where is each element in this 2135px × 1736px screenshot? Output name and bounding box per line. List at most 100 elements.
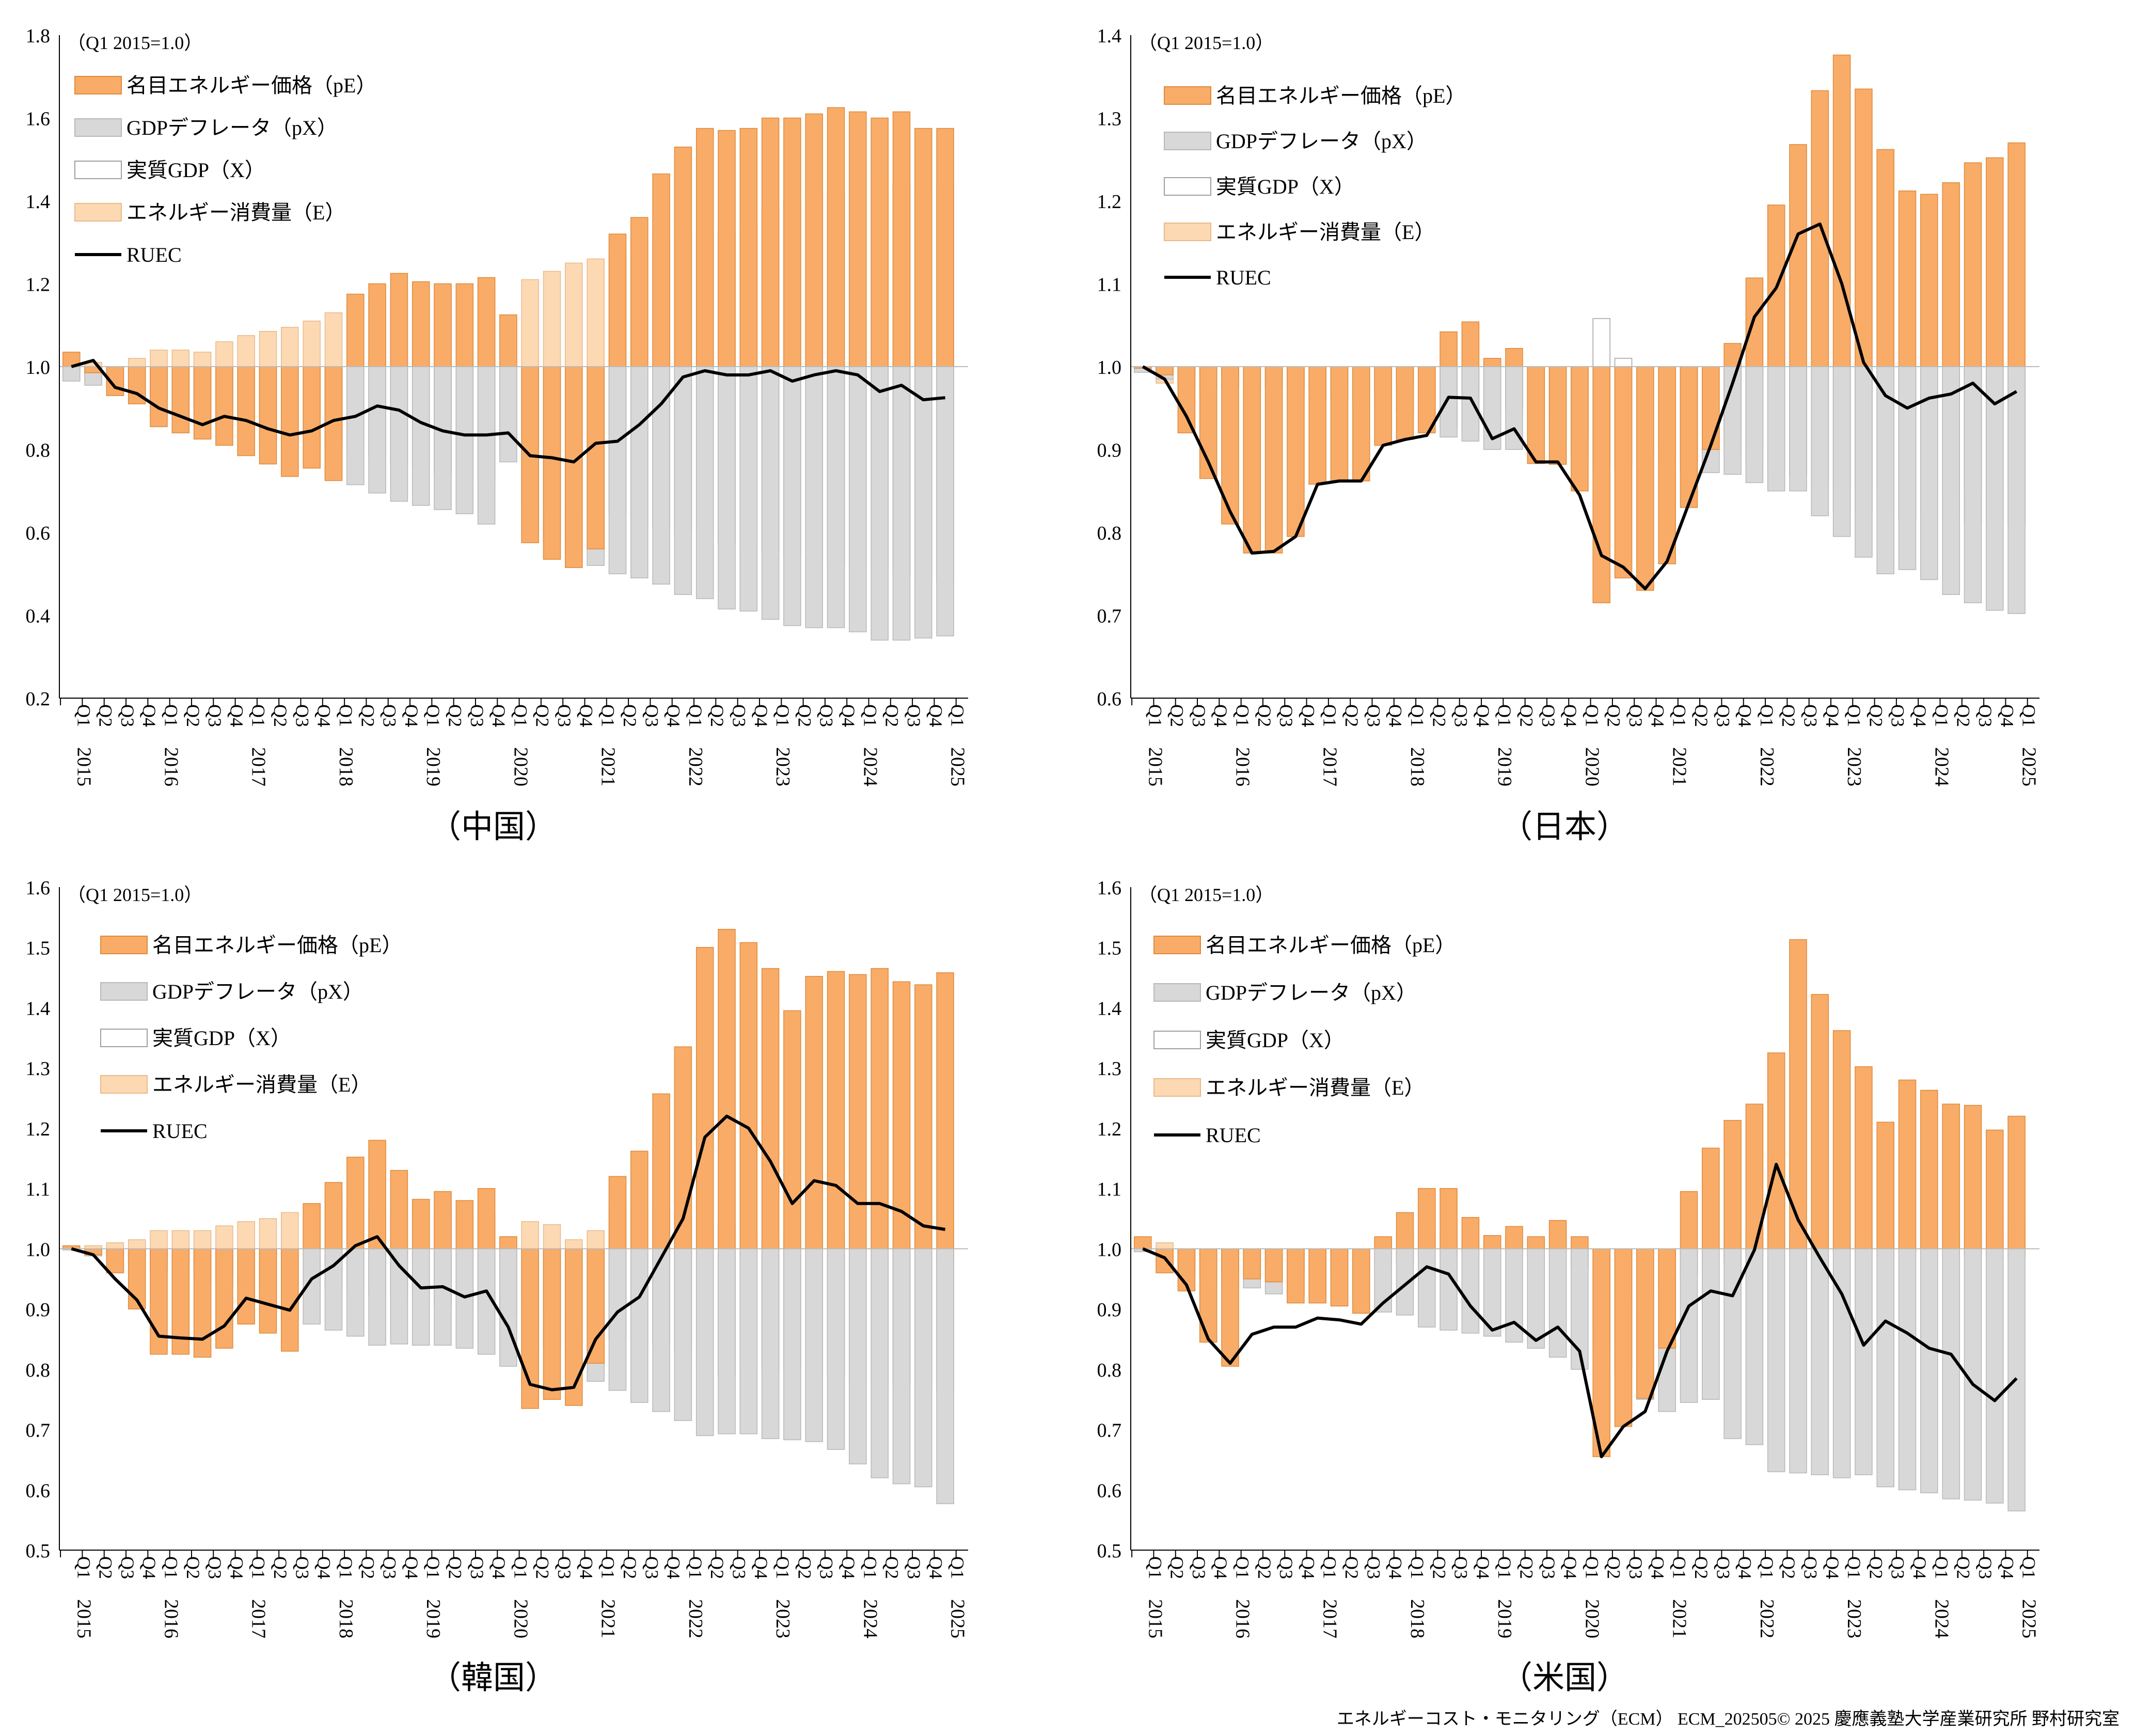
x-quarter-label: Q3 <box>729 1556 750 1579</box>
bar-pE <box>1855 88 1873 367</box>
bar-pE <box>106 366 124 396</box>
x-quarter-label: Q1 <box>510 1556 531 1579</box>
chart-title: （韓国） <box>429 1661 557 1696</box>
legend-swatch <box>1164 86 1211 105</box>
x-quarter-label: Q3 <box>1713 1556 1733 1579</box>
bar-E <box>193 352 212 367</box>
x-quarter-label: Q3 <box>554 1556 575 1579</box>
x-quarter-label: Q1 <box>161 1556 182 1579</box>
x-quarter-label: Q1 <box>1232 1556 1253 1579</box>
bar-pX <box>434 366 452 510</box>
bar-pE <box>761 117 780 367</box>
bar-pX <box>1811 1248 1829 1475</box>
legend-swatch <box>74 161 122 179</box>
legend-label: 名目エネルギー価格（pE） <box>1216 84 1466 107</box>
x-quarter-label: Q1 <box>336 704 356 727</box>
x-quarter-label: Q1 <box>1145 704 1165 727</box>
bar-pE <box>259 1248 277 1334</box>
y-tick-label: 1.4 <box>26 191 51 213</box>
bar-E <box>128 1239 146 1250</box>
bar-E <box>281 1212 299 1250</box>
bar-pE <box>695 946 714 1250</box>
legend-label: RUEC <box>126 243 182 266</box>
bar-pE <box>892 111 911 367</box>
bar-E <box>150 1230 168 1250</box>
bar-pE <box>1287 366 1305 537</box>
bar-pE <box>805 113 823 367</box>
bar-pE <box>1440 1188 1458 1250</box>
bar-pE <box>543 1248 561 1400</box>
x-quarter-label: Q4 <box>576 704 596 727</box>
bar-pX <box>2007 366 2026 614</box>
bar-pE <box>1396 1212 1414 1250</box>
chart-panel-0: 0.20.40.60.81.01.21.41.61.8Q1 Q2 Q3 Q4 Q1 Q2 Q… <box>26 25 969 845</box>
bar-pX <box>849 366 867 633</box>
x-year-label: 2024 <box>1931 747 1952 786</box>
x-year-label: 2024 <box>859 1599 881 1638</box>
bar-pE <box>1571 366 1589 492</box>
bar-E <box>215 1225 233 1250</box>
bar-X <box>1614 358 1633 367</box>
x-quarter-label: Q3 <box>1538 704 1559 727</box>
bar-pE <box>871 117 889 367</box>
x-quarter-label: Q2 <box>620 1556 640 1579</box>
chart-panel-3: 0.50.60.70.80.91.01.11.21.31.41.51.6Q1 Q2… <box>1097 877 2040 1696</box>
bar-pE <box>237 1248 255 1325</box>
x-quarter-label: Q4 <box>139 704 160 727</box>
y-tick-label: 1.0 <box>26 1239 51 1260</box>
y-tick-label: 0.5 <box>1097 1540 1122 1562</box>
x-quarter-label: Q4 <box>1822 704 1843 727</box>
legend-label: 実質GDP（X） <box>1216 175 1355 198</box>
bar-pX <box>630 366 649 579</box>
x-quarter-label: Q4 <box>1298 1556 1318 1579</box>
bar-pX <box>761 1248 780 1439</box>
x-quarter-label: Q1 <box>1669 704 1690 727</box>
bar-E <box>587 1230 605 1250</box>
legend-label: エネルギー消費量（E） <box>126 201 345 224</box>
y-tick-label: 0.6 <box>26 1480 51 1502</box>
x-quarter-label: Q4 <box>925 1556 946 1579</box>
bar-pE <box>739 128 758 367</box>
x-quarter-label: Q3 <box>1451 1556 1472 1579</box>
bar-pX <box>499 1248 517 1367</box>
x-quarter-label: Q1 <box>423 1556 444 1579</box>
x-quarter-label: Q3 <box>641 1556 662 1579</box>
x-year-label: 2022 <box>1756 1599 1778 1638</box>
x-quarter-label: Q1 <box>161 704 182 727</box>
x-year-label: 2021 <box>597 1599 619 1638</box>
x-quarter-label: Q1 <box>947 1556 968 1579</box>
bar-pE <box>1221 1248 1239 1367</box>
bar-pX <box>849 1248 867 1464</box>
bar-pX <box>390 1248 408 1345</box>
bar-pE <box>455 283 474 367</box>
y-tick-label: 0.8 <box>26 1360 51 1381</box>
x-year-label: 2025 <box>2018 1599 2040 1638</box>
y-tick-label: 1.4 <box>1097 998 1122 1019</box>
y-tick-label: 0.7 <box>26 1420 51 1442</box>
x-quarter-label: Q1 <box>860 704 880 727</box>
bar-pX <box>1942 366 1960 595</box>
x-quarter-label: Q1 <box>1320 704 1340 727</box>
legend-item: エネルギー消費量（E） <box>1164 220 1435 244</box>
ruec-line <box>1142 222 2018 591</box>
x-year-label: 2022 <box>1756 747 1778 786</box>
x-quarter-label: Q4 <box>1298 704 1318 727</box>
bar-E <box>171 350 190 367</box>
legend-item: エネルギー消費量（E） <box>1153 1076 1425 1099</box>
y-tick-label: 1.8 <box>26 25 51 47</box>
bar-E <box>543 1224 561 1250</box>
x-quarter-label: Q1 <box>1582 1556 1602 1579</box>
x-quarter-label: Q4 <box>488 1556 509 1579</box>
x-quarter-label: Q3 <box>816 1556 837 1579</box>
bar-pE <box>171 366 190 434</box>
bar-pX <box>871 366 889 641</box>
x-quarter-label: Q4 <box>1822 1556 1843 1579</box>
x-quarter-label: Q1 <box>1757 704 1777 727</box>
bar-pE <box>477 277 496 367</box>
x-year-label: 2015 <box>1144 1599 1166 1638</box>
x-quarter-label: Q4 <box>1385 1556 1406 1579</box>
bar-pX <box>434 1248 452 1346</box>
bar-pE <box>346 293 365 367</box>
x-quarter-label: Q3 <box>1625 1556 1646 1579</box>
x-quarter-label: Q2 <box>96 704 116 727</box>
